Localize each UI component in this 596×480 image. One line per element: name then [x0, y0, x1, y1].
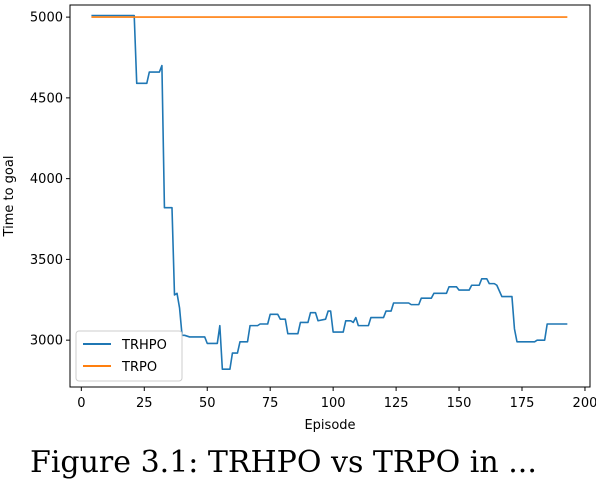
x-tick-label: 125 — [384, 396, 409, 411]
line-chart: 0 25 50 75 100 125 150 175 200 3000 3500 4000 4500 5… — [0, 0, 596, 466]
x-tick-label: 0 — [77, 396, 85, 411]
y-tick-label: 3500 — [30, 253, 63, 268]
series-layer — [91, 14, 568, 371]
y-tick-label: 4000 — [30, 172, 63, 187]
y-tick-label: 3000 — [30, 334, 63, 349]
series-line-trhpo — [91, 14, 568, 371]
x-tick-label: 50 — [199, 396, 216, 411]
y-tick-label: 5000 — [30, 11, 63, 26]
x-tick-label: 100 — [321, 396, 346, 411]
x-axis-label: Episode — [304, 418, 355, 433]
legend-label-trhpo: TRHPO — [121, 338, 167, 353]
legend: TRHPO TRPO — [75, 330, 183, 382]
plot-frame — [69, 4, 591, 388]
x-tick-label: 75 — [262, 396, 279, 411]
x-tick-label: 25 — [136, 396, 153, 411]
x-axis-ticks: 0 25 50 75 100 125 150 175 200 — [77, 387, 596, 411]
figure-caption: Figure 3.1: TRHPO vs TRPO in ... — [30, 445, 537, 480]
chart-background — [0, 0, 596, 466]
legend-label-trpo: TRPO — [121, 360, 157, 375]
y-tick-label: 4500 — [30, 91, 63, 106]
x-tick-label: 200 — [573, 396, 596, 411]
x-tick-label: 150 — [447, 396, 472, 411]
y-axis-ticks: 3000 3500 4000 4500 5000 — [30, 11, 70, 349]
x-tick-label: 175 — [510, 396, 535, 411]
y-axis-label: Time to goal — [2, 156, 17, 238]
